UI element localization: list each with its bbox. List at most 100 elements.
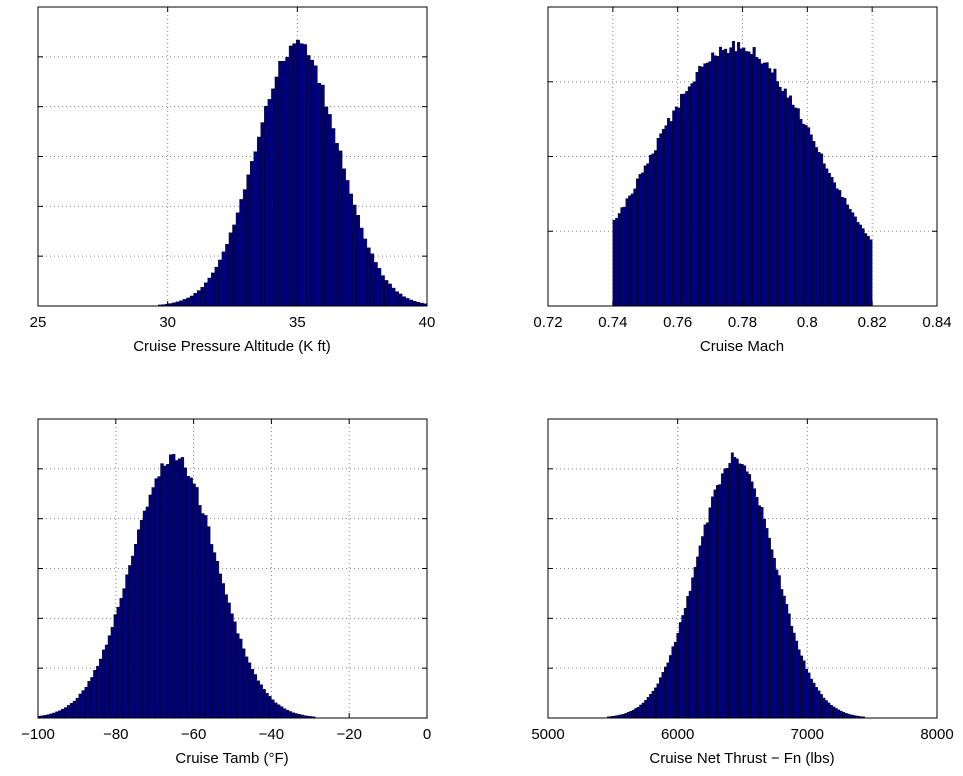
thrust-histogram-bar (738, 463, 742, 719)
altitude-histogram-bar (271, 88, 276, 307)
mach-histogram-bar (809, 134, 813, 307)
tamb-histogram-bar (274, 702, 278, 719)
tamb-histogram-bar (239, 638, 243, 719)
tamb-x-tick-label: −60 (181, 726, 206, 743)
altitude-histogram-bar (317, 82, 322, 307)
thrust-histogram-bar (777, 575, 781, 719)
mach-histogram-bar (838, 190, 842, 307)
thrust-histogram-bar (822, 697, 826, 719)
tamb-histogram-bar (285, 709, 290, 719)
mach-histogram-bar (726, 53, 730, 307)
altitude-histogram-bar (377, 268, 382, 307)
tamb-histogram-bar (256, 680, 260, 719)
mach-histogram-bar (799, 119, 803, 307)
thrust-histogram-bar (681, 615, 685, 719)
thrust-histogram-bar (641, 702, 645, 719)
tamb-histogram-bar (110, 626, 115, 719)
tamb-histogram-bar (172, 454, 176, 719)
thrust-histogram-bar (646, 697, 650, 719)
mach-histogram-bar (827, 172, 831, 307)
tamb-histogram-bar (151, 487, 155, 719)
altitude-histogram-bar (412, 300, 417, 307)
thrust-histogram-bar (810, 678, 813, 719)
mach-histogram-panel: Cruise Mach 0.72 0.74 0.76 0.78 0.8 0.82 0.84 (533, 6, 952, 355)
altitude-x-tick-label: 35 (289, 314, 306, 331)
altitude-x-axis-label: Cruise Pressure Altitude (K ft) (133, 338, 331, 355)
tamb-histogram-bar (218, 573, 223, 719)
altitude-histogram-bar (356, 215, 361, 307)
altitude-histogram-bar (349, 193, 353, 307)
thrust-histogram-bar (743, 465, 747, 719)
altitude-histogram-bar (175, 301, 180, 307)
tamb-x-tick-label: 0 (423, 726, 431, 743)
mach-x-tick-label: 0.72 (533, 314, 562, 331)
mach-histogram-bar (664, 125, 668, 307)
altitude-histogram-bar (249, 161, 254, 307)
tamb-histogram-bar (136, 529, 141, 719)
tamb-x-tick-label: −40 (259, 726, 284, 743)
tamb-histogram-bar (221, 583, 225, 719)
tamb-x-axis-label: Cruise Tamb (°F) (175, 750, 288, 767)
altitude-histogram-bar (327, 114, 332, 307)
mach-histogram-bar (703, 63, 707, 307)
altitude-histogram-bar (218, 259, 223, 307)
mach-histogram-bar (669, 121, 673, 307)
thrust-x-tick-label: 8000 (920, 726, 953, 743)
thrust-histogram-bar (725, 467, 729, 719)
mach-histogram-bar (747, 51, 751, 307)
mach-histogram-bar (791, 104, 795, 307)
thrust-histogram-bar (745, 471, 749, 719)
altitude-histogram-panel: Cruise Pressure Altitude (K ft) 25 30 35 40 (30, 6, 435, 355)
mach-x-tick-label: 0.78 (728, 314, 757, 331)
mach-histogram-bar (734, 51, 738, 307)
thrust-histogram-bar (686, 596, 690, 719)
mach-histogram-bar (760, 63, 764, 307)
mach-histogram-bar (680, 93, 684, 307)
thrust-histogram-bar (827, 702, 831, 719)
thrust-histogram-bar (837, 709, 841, 719)
thrust-histogram-bar (659, 677, 662, 719)
tamb-histogram-bar (163, 465, 167, 719)
mach-histogram-bar (729, 47, 733, 307)
altitude-histogram-bar (182, 299, 187, 307)
tamb-histogram-bar (116, 606, 120, 719)
tamb-histogram-bar (195, 487, 199, 719)
tamb-x-tick-label: −20 (336, 726, 361, 743)
tamb-histogram-bar (69, 703, 74, 719)
altitude-histogram-bar (409, 299, 414, 307)
tamb-histogram-bar (212, 552, 217, 719)
thrust-histogram-bar (832, 706, 836, 719)
altitude-x-tick-label: 30 (159, 314, 176, 331)
mach-histogram-bar (822, 163, 826, 307)
mach-histogram-bar (848, 208, 852, 307)
thrust-histogram-bar (656, 683, 660, 719)
thrust-histogram-bar (626, 712, 630, 719)
altitude-histogram-bar (257, 136, 261, 307)
altitude-histogram-bar (196, 290, 201, 307)
tamb-histogram-bar (207, 526, 211, 719)
thrust-histogram-bar (693, 566, 697, 719)
mach-histogram-bar (765, 62, 769, 307)
mach-histogram-bar (677, 107, 681, 307)
thrust-histogram-bar (629, 711, 633, 719)
altitude-histogram-bar (193, 293, 198, 307)
mach-histogram-bar (695, 72, 699, 307)
tamb-histogram-bar (224, 594, 228, 719)
mach-histogram-bar (693, 81, 697, 307)
mach-histogram-bar (742, 47, 746, 307)
tamb-histogram-bar (230, 613, 234, 719)
mach-histogram-bar (853, 216, 857, 307)
mach-histogram-bar (708, 61, 712, 307)
thrust-histogram-bar (631, 709, 635, 719)
thrust-histogram-bar (748, 474, 752, 719)
altitude-histogram-bar (278, 60, 283, 307)
tamb-histogram-bar (265, 693, 269, 719)
thrust-histogram-bar (753, 488, 757, 719)
thrust-histogram-bar (817, 690, 821, 719)
thrust-histogram-bar (795, 640, 799, 719)
mach-histogram-bar (687, 86, 691, 307)
thrust-histogram-bar (651, 690, 655, 719)
tamb-histogram-bar (49, 713, 53, 719)
altitude-histogram-bar (310, 59, 315, 307)
